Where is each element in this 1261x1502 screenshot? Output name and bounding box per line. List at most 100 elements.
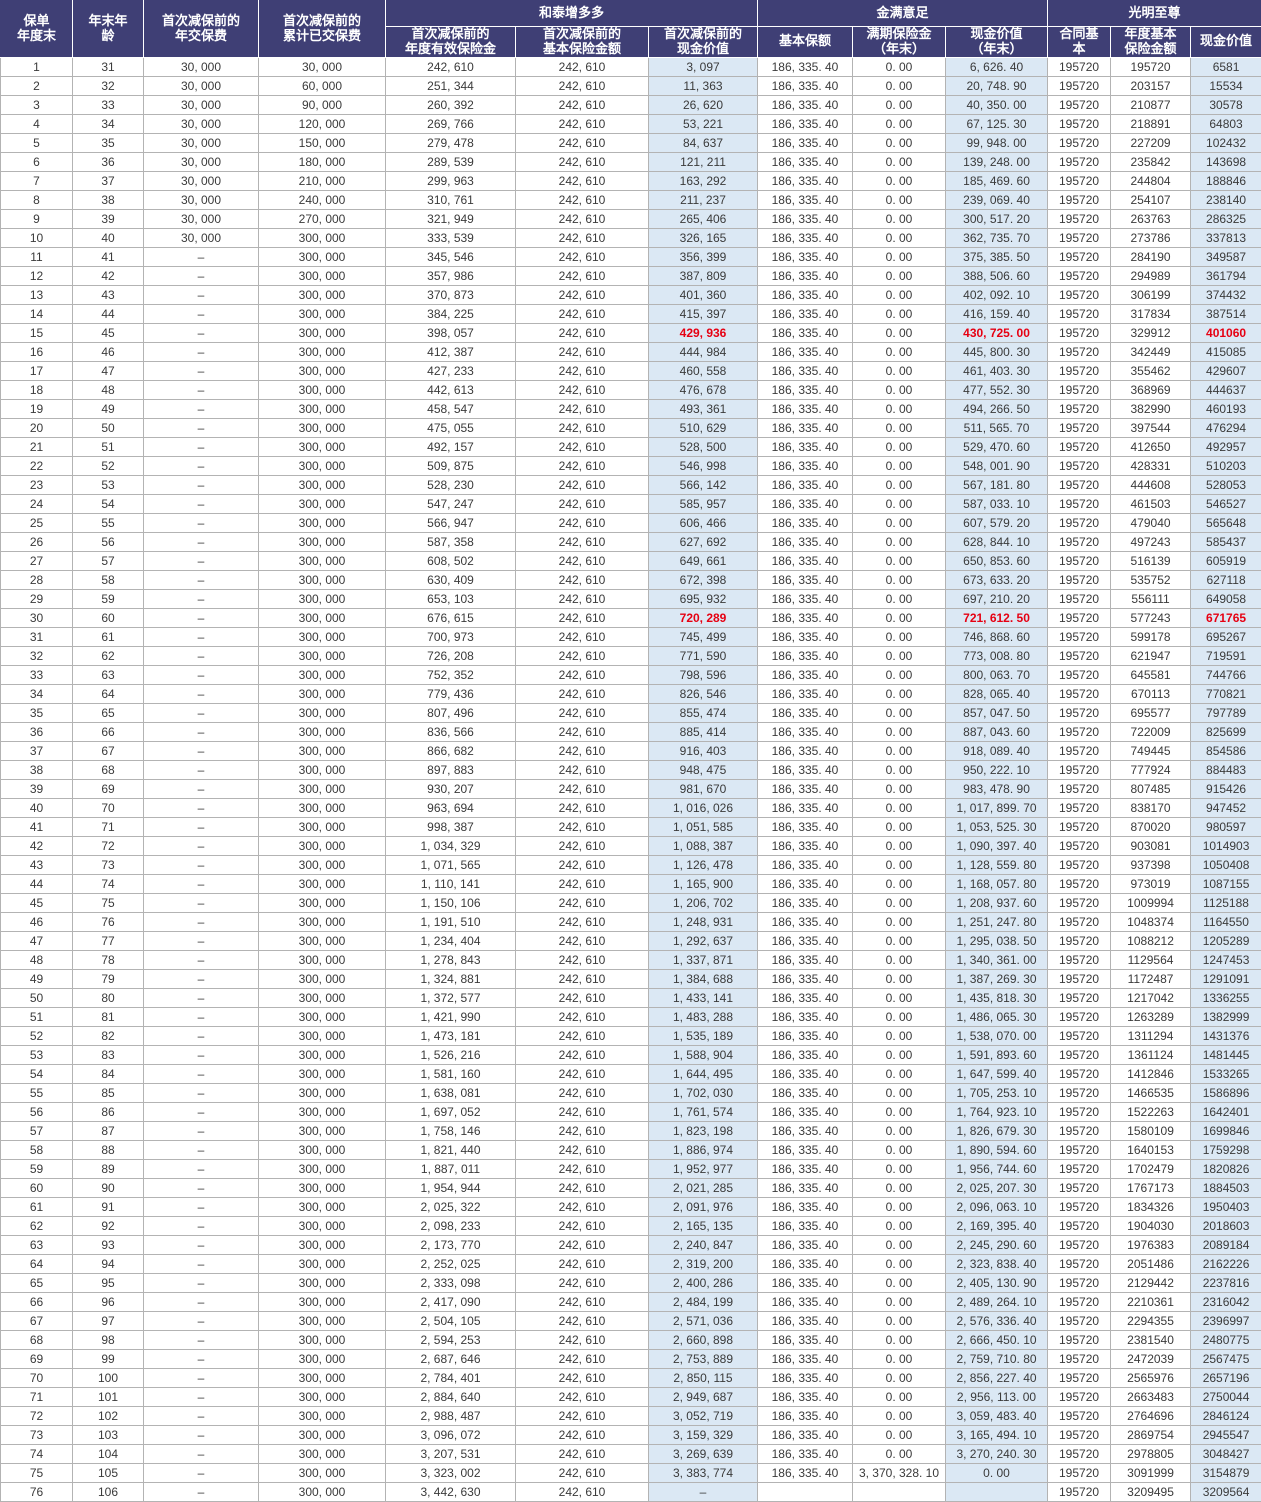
table-cell: 72	[72, 835, 144, 856]
table-cell: 2, 333, 098	[385, 1272, 516, 1293]
table-cell: 195720	[1047, 322, 1112, 343]
table-cell: 1, 647, 599. 40	[944, 1063, 1049, 1084]
table-cell: 1263289	[1110, 1006, 1192, 1027]
table-cell: 3, 207, 531	[385, 1443, 516, 1464]
table-cell: 242, 610	[515, 75, 649, 96]
table-cell: 14	[0, 303, 73, 324]
table-cell: 30, 000	[143, 94, 259, 115]
table-cell: 242, 610	[515, 759, 649, 780]
table-cell: 627, 692	[648, 531, 758, 552]
table-cell: 836, 566	[385, 721, 516, 742]
table-cell: 0. 00	[852, 1196, 946, 1217]
table-cell: 3, 097	[648, 56, 758, 77]
table-row: 35 65–300, 000 807, 496 242, 610 855, 474 186…	[0, 702, 1261, 723]
table-cell: 102432	[1190, 132, 1261, 153]
table-cell: 195720	[1047, 132, 1112, 153]
table-cell: –	[143, 569, 259, 590]
table-cell: 752, 352	[385, 664, 516, 685]
table-cell: 362, 735. 70	[944, 227, 1049, 248]
table-cell: 621947	[1110, 645, 1192, 666]
table-cell: 33	[72, 94, 144, 115]
table-cell: 235842	[1110, 151, 1192, 172]
table-cell: –	[143, 816, 259, 837]
table-cell: 195720	[1047, 702, 1112, 723]
table-cell: 289, 539	[385, 151, 516, 172]
table-cell: 269, 766	[385, 113, 516, 134]
table-cell: 300, 000	[258, 930, 386, 951]
table-cell: 300, 000	[258, 1139, 386, 1160]
table-row: 60 90–300, 000 1, 954, 944 242, 610 2, 021, …	[0, 1177, 1261, 1198]
table-cell: –	[143, 512, 259, 533]
table-cell: 242, 610	[515, 930, 649, 951]
table-cell: 0. 00	[852, 189, 946, 210]
table-cell: 242, 610	[515, 892, 649, 913]
table-cell: 300, 000	[258, 379, 386, 400]
table-cell: 770821	[1190, 683, 1261, 704]
table-cell: 195720	[1047, 987, 1112, 1008]
table-cell: 186, 335. 40	[757, 949, 853, 970]
table-row: 69 99–300, 000 2, 687, 646 242, 610 2, 753, …	[0, 1348, 1261, 1369]
table-cell: 186, 335. 40	[757, 911, 853, 932]
table-cell: 442, 613	[385, 379, 516, 400]
table-cell: 310, 761	[385, 189, 516, 210]
table-cell: 30, 000	[143, 113, 259, 134]
table-row: 57 87–300, 000 1, 758, 146 242, 610 1, 823, …	[0, 1120, 1261, 1141]
table-cell: 1, 292, 637	[648, 930, 758, 951]
table-cell: –	[143, 379, 259, 400]
table-cell: 649058	[1190, 588, 1261, 609]
table-cell: 121, 211	[648, 151, 758, 172]
table-cell: –	[143, 1139, 259, 1160]
table-cell: 700, 973	[385, 626, 516, 647]
table-cell: 300, 000	[258, 1044, 386, 1065]
table-cell: 1834326	[1110, 1196, 1192, 1217]
table-cell: 242, 610	[515, 246, 649, 267]
table-cell: –	[143, 702, 259, 723]
table-cell: 60, 000	[258, 75, 386, 96]
table-cell: 300, 000	[258, 645, 386, 666]
table-cell: 2, 856, 227. 40	[944, 1367, 1049, 1388]
table-row: 26 56–300, 000 587, 358 242, 610 627, 692 186…	[0, 531, 1261, 552]
table-cell: –	[143, 1025, 259, 1046]
table-cell: 65	[0, 1272, 73, 1293]
table-cell: 599178	[1110, 626, 1192, 647]
table-cell: 195720	[1047, 75, 1112, 96]
table-cell: 11	[0, 246, 73, 267]
table-cell: 1, 644, 495	[648, 1063, 758, 1084]
table-cell: 0. 00	[852, 1120, 946, 1141]
table-cell: 186, 335. 40	[757, 493, 853, 514]
table-cell: 186, 335. 40	[757, 265, 853, 286]
table-cell: 2, 504, 105	[385, 1310, 516, 1331]
table-cell: 242, 610	[515, 322, 649, 343]
table-cell: 510203	[1190, 455, 1261, 476]
table-cell: 300, 000	[258, 265, 386, 286]
table-cell: 242, 610	[515, 721, 649, 742]
table-cell: 2051486	[1110, 1253, 1192, 1274]
table-cell: 95	[72, 1272, 144, 1293]
table-cell: 71	[72, 816, 144, 837]
table-cell: 21	[0, 436, 73, 457]
table-cell: 1640153	[1110, 1139, 1192, 1160]
table-cell: 1, 581, 160	[385, 1063, 516, 1084]
table-cell: 653, 103	[385, 588, 516, 609]
table-cell: 300, 000	[258, 797, 386, 818]
table-cell: 1, 526, 216	[385, 1044, 516, 1065]
table-cell: 3154879	[1190, 1462, 1261, 1483]
table-cell: 726, 208	[385, 645, 516, 666]
table-cell: 242, 610	[515, 1158, 649, 1179]
table-row: 44 74–300, 000 1, 110, 141 242, 610 1, 165, …	[0, 873, 1261, 894]
table-cell: 0. 00	[852, 208, 946, 229]
table-cell: –	[143, 1424, 259, 1445]
table-row: 36 66–300, 000 836, 566 242, 610 885, 414 186…	[0, 721, 1261, 742]
table-cell: 980597	[1190, 816, 1261, 837]
table-cell: 300, 000	[258, 1120, 386, 1141]
table-cell: 0. 00	[852, 645, 946, 666]
table-cell: 186, 335. 40	[757, 113, 853, 134]
table-cell: 70	[0, 1367, 73, 1388]
table-cell: 401, 360	[648, 284, 758, 305]
table-cell: –	[143, 1063, 259, 1084]
table-cell: 78	[72, 949, 144, 970]
table-row: 62 92–300, 000 2, 098, 233 242, 610 2, 165, …	[0, 1215, 1261, 1236]
table-cell: 300, 000	[258, 1006, 386, 1027]
table-cell: 37	[0, 740, 73, 761]
table-cell: 0. 00	[852, 1139, 946, 1160]
